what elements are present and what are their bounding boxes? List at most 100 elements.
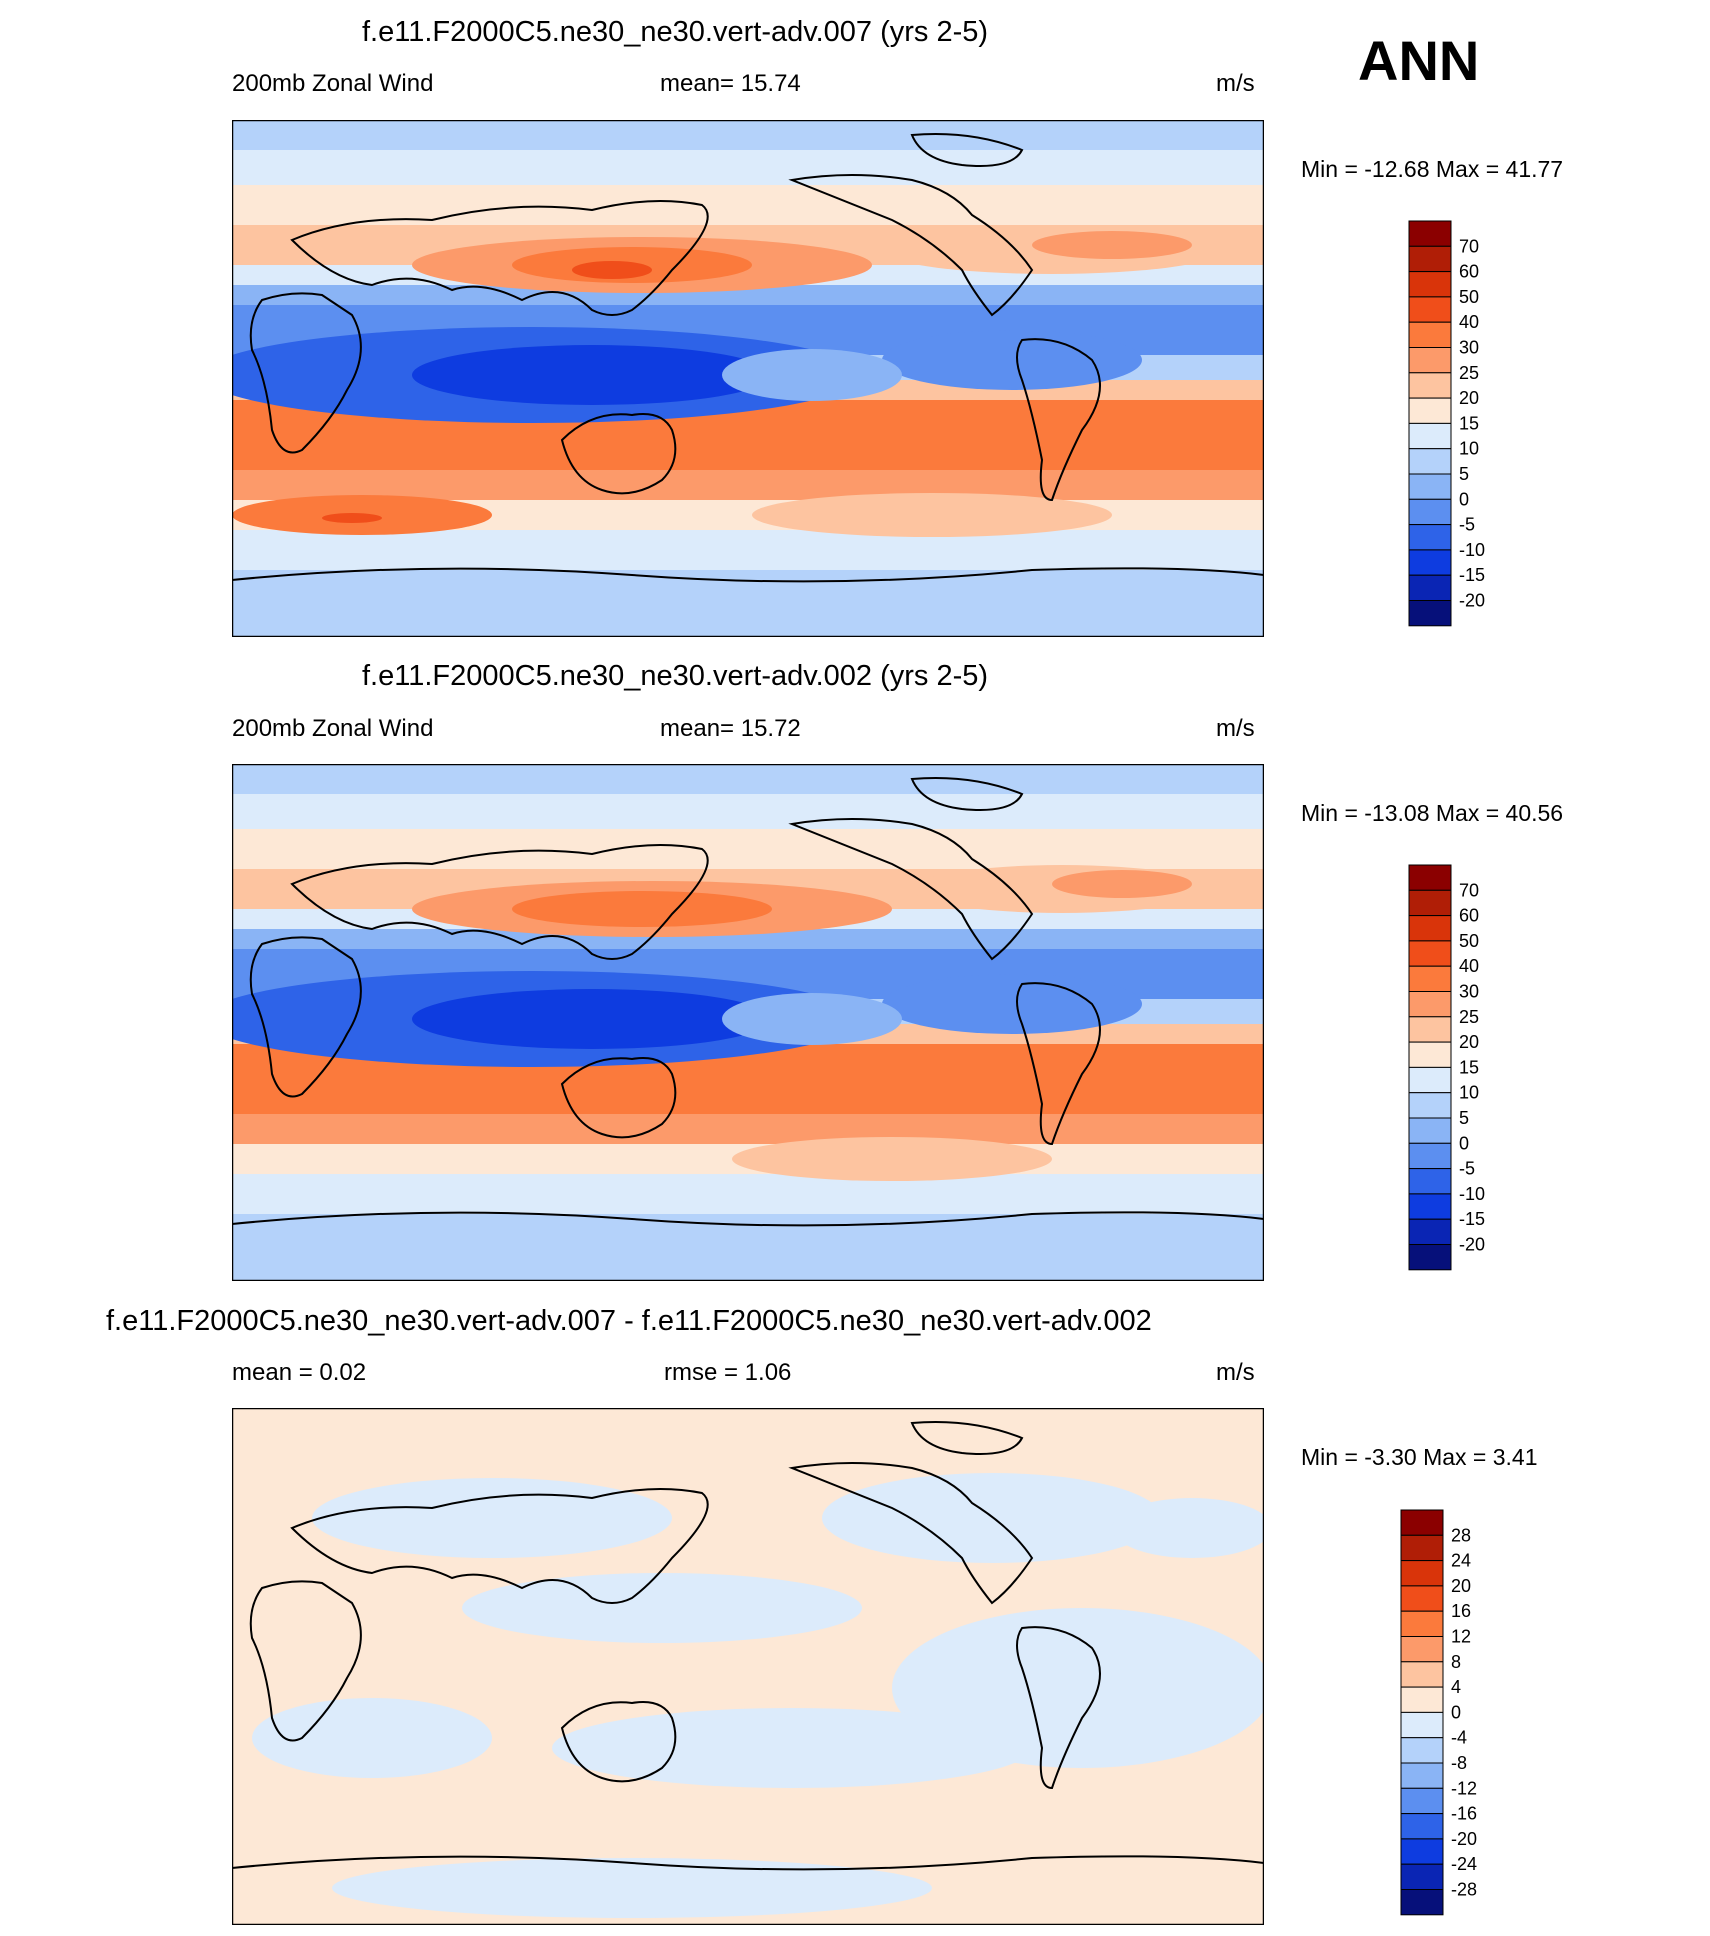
colorbar-2-box-5: [1408, 991, 1452, 1018]
panel-3-map: [232, 1408, 1264, 1925]
colorbar-2-box-8: [1408, 1066, 1452, 1094]
colorbar-1-label-4: 30: [1459, 338, 1479, 358]
colorbar-1-box-11: [1408, 498, 1452, 526]
colorbar-3-box-1: [1400, 1534, 1444, 1562]
panel-3-minmax-label: Min = -3.30 Max = 3.41: [1301, 1444, 1538, 1470]
panel-1-variable-label: 200mb Zonal Wind: [232, 70, 434, 97]
colorbar-3-box-10: [1400, 1762, 1444, 1789]
colorbar-2-label-0: 70: [1459, 880, 1479, 900]
colorbar-1-label-5: 25: [1459, 363, 1479, 383]
colorbar-3-label-14: -28: [1451, 1880, 1477, 1900]
colorbar-1-box-3: [1408, 296, 1452, 323]
panel-2-minmax-label: Min = -13.08 Max = 40.56: [1301, 800, 1564, 826]
panel-1-map: [232, 120, 1264, 637]
colorbar-1-label-11: -5: [1459, 515, 1475, 535]
colorbar-1-box-14: [1408, 574, 1452, 602]
panel-2-title: f.e11.F2000C5.ne30_ne30.vert-adv.002 (yr…: [362, 660, 989, 692]
colorbar-2-label-7: 15: [1459, 1057, 1479, 1077]
colorbar-3-label-1: 24: [1451, 1551, 1471, 1571]
colorbar-3-label-2: 20: [1451, 1576, 1471, 1596]
colorbar-3-label-3: 16: [1451, 1601, 1471, 1621]
colorbar-3-box-7: [1400, 1686, 1444, 1713]
colorbar-2-box-9: [1408, 1092, 1452, 1119]
colorbar-3-label-11: -16: [1451, 1804, 1477, 1824]
colorbar-3-label-8: -4: [1451, 1728, 1467, 1748]
panel-1-mean-label: mean= 15.74: [660, 70, 801, 97]
colorbar-3-label-5: 8: [1451, 1652, 1461, 1672]
colorbar-2-label-12: -10: [1459, 1184, 1485, 1204]
colorbar-3-label-12: -20: [1451, 1829, 1477, 1849]
colorbar-1-label-8: 10: [1459, 439, 1479, 459]
panel-3-mean-label: mean = 0.02: [232, 1359, 367, 1386]
colorbar-3-label-13: -24: [1451, 1854, 1477, 1874]
colorbar-1-label-2: 50: [1459, 287, 1479, 307]
colorbar-3-box-3: [1400, 1585, 1444, 1612]
colorbar-2-box-2: [1408, 915, 1452, 942]
colorbar-2-label-9: 5: [1459, 1108, 1469, 1128]
colorbar-1-label-3: 40: [1459, 312, 1479, 332]
colorbar-2-label-3: 40: [1459, 956, 1479, 976]
colorbar-1-box-2: [1408, 271, 1452, 298]
colorbar-3-box-2: [1400, 1560, 1444, 1587]
season-label: ANN: [1358, 29, 1480, 92]
colorbar-2-label-13: -15: [1459, 1209, 1485, 1229]
colorbar-3-box-15: [1400, 1889, 1444, 1916]
colorbar-2-label-10: 0: [1459, 1133, 1469, 1153]
colorbar-3-label-0: 28: [1451, 1525, 1471, 1545]
colorbar-1-box-8: [1408, 422, 1452, 450]
colorbar-1-box-0: [1408, 220, 1452, 247]
colorbar-2-box-0: [1408, 864, 1452, 891]
colorbar-2-box-7: [1408, 1041, 1452, 1068]
panel-3-title: f.e11.F2000C5.ne30_ne30.vert-adv.007 - f…: [106, 1305, 1152, 1337]
colorbar-2-box-3: [1408, 940, 1452, 967]
colorbar-1-label-0: 70: [1459, 236, 1479, 256]
panel-1-units-label: m/s: [1216, 70, 1255, 97]
colorbar-1-label-13: -15: [1459, 565, 1485, 585]
colorbar-2-box-12: [1408, 1168, 1452, 1195]
colorbar-3-box-14: [1400, 1863, 1444, 1891]
colorbar-3-box-0: [1400, 1509, 1444, 1536]
colorbar-3-box-6: [1400, 1661, 1444, 1688]
colorbar-2-label-5: 25: [1459, 1007, 1479, 1027]
colorbar-2-label-6: 20: [1459, 1032, 1479, 1052]
colorbar-1-label-14: -20: [1459, 591, 1485, 611]
colorbar-3-box-9: [1400, 1737, 1444, 1764]
colorbar-3-box-8: [1400, 1711, 1444, 1739]
colorbar-2-box-6: [1408, 1016, 1452, 1043]
colorbar-1-box-7: [1408, 397, 1452, 424]
colorbar-1-box-10: [1408, 473, 1452, 500]
colorbar-1-label-10: 0: [1459, 489, 1469, 509]
colorbar-1-label-1: 60: [1459, 262, 1479, 282]
colorbar-3-label-4: 12: [1451, 1627, 1471, 1647]
colorbar-2-label-14: -20: [1459, 1235, 1485, 1255]
colorbar-3-label-10: -12: [1451, 1778, 1477, 1798]
colorbar-2-box-1: [1408, 889, 1452, 917]
colorbar-2-box-10: [1408, 1117, 1452, 1144]
colorbar-1-box-15: [1408, 600, 1452, 627]
panel-2-map: [232, 764, 1264, 1281]
colorbar-2-box-14: [1408, 1218, 1452, 1246]
colorbar-3-box-4: [1400, 1610, 1444, 1637]
colorbar-2-box-13: [1408, 1193, 1452, 1220]
colorbar-2-label-4: 30: [1459, 982, 1479, 1002]
colorbar-1-box-13: [1408, 549, 1452, 576]
colorbar-3-box-12: [1400, 1813, 1444, 1840]
colorbar-2-label-2: 50: [1459, 931, 1479, 951]
panel-1-title: f.e11.F2000C5.ne30_ne30.vert-adv.007 (yr…: [362, 16, 989, 48]
colorbar-2-box-11: [1408, 1142, 1452, 1170]
panel-2-units-label: m/s: [1216, 715, 1255, 742]
panel-2-variable-label: 200mb Zonal Wind: [232, 715, 434, 742]
colorbar-1-box-9: [1408, 448, 1452, 475]
colorbar-2-box-15: [1408, 1244, 1452, 1271]
colorbar-3-label-7: 0: [1451, 1702, 1461, 1722]
panel-3-units-label: m/s: [1216, 1359, 1255, 1386]
panel-3-rmse-label: rmse = 1.06: [664, 1359, 792, 1386]
colorbar-3-label-6: 4: [1451, 1677, 1461, 1697]
colorbar-1-box-6: [1408, 372, 1452, 399]
colorbar-2-label-1: 60: [1459, 906, 1479, 926]
colorbar-1-box-1: [1408, 245, 1452, 273]
colorbar-3-box-13: [1400, 1838, 1444, 1865]
colorbar-1-label-6: 20: [1459, 388, 1479, 408]
